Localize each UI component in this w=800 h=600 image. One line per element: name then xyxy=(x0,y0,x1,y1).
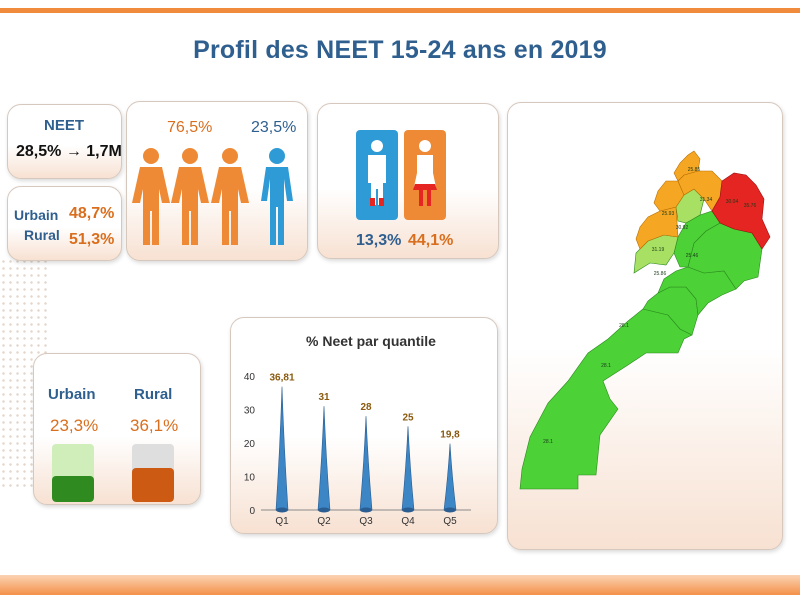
restroom-icons xyxy=(356,130,446,220)
map-region-tanger xyxy=(673,150,701,182)
gender-pictogram xyxy=(132,148,293,245)
page-title: Profil des NEET 15-24 ans en 2019 xyxy=(193,36,607,64)
quantile-chart: % Neet par quantile 0 10 20 30 40 36,81 Q1 31 Q2… xyxy=(244,333,471,527)
male-share-value: 23,5% xyxy=(251,119,297,136)
map-region-label: 25.46 xyxy=(686,253,699,259)
quantile-bar-base xyxy=(318,507,330,513)
quantile-bar xyxy=(317,406,331,511)
gender-split-card: 76,5% 23,5% xyxy=(126,101,308,261)
map-region-label: 31.19 xyxy=(652,247,665,253)
quantile-bar-base xyxy=(402,507,414,513)
y-tick-label: 20 xyxy=(244,439,256,450)
rural-share-value: 51,3% xyxy=(69,231,115,248)
rural-rate-label: Rural xyxy=(134,386,173,403)
rural-rate-gauge xyxy=(132,444,174,502)
quantile-value-label: 31 xyxy=(318,392,330,403)
quantile-bar xyxy=(275,386,289,511)
quantile-bar xyxy=(443,443,457,511)
map-region-label: 28.1 xyxy=(543,439,553,445)
quantile-bar xyxy=(401,426,415,511)
map-region-label: 30.04 xyxy=(726,199,739,205)
quantile-value-label: 28 xyxy=(360,402,372,413)
rural-rate-gauge-fill xyxy=(132,468,174,502)
y-tick-label: 10 xyxy=(244,473,256,484)
x-tick-label: Q2 xyxy=(317,516,331,527)
neet-total-value: 28,5% → 1,7M xyxy=(16,143,122,160)
x-tick-label: Q5 xyxy=(443,516,457,527)
map-region-label: 25.86 xyxy=(654,271,667,277)
map-region-oriental xyxy=(711,172,771,250)
neet-total-card: NEET 28,5% → 1,7M xyxy=(7,104,122,179)
bottom-accent-bar xyxy=(0,575,800,595)
quantile-bar-base xyxy=(360,507,372,513)
female-share-value: 76,5% xyxy=(167,119,213,136)
quantile-value-label: 19,8 xyxy=(440,430,460,441)
map-region-label: 30.92 xyxy=(676,225,689,231)
female-figure-icon xyxy=(171,148,209,245)
y-tick-label: 40 xyxy=(244,372,256,383)
y-tick-label: 30 xyxy=(244,406,256,417)
map-region-south xyxy=(519,308,693,490)
female-figure-icon xyxy=(132,148,170,245)
male-neet-rate-value: 13,3% xyxy=(356,232,402,249)
female-neet-rate-value: 44,1% xyxy=(408,232,454,249)
male-restroom-icon xyxy=(356,130,398,220)
quantile-bar xyxy=(359,416,373,511)
male-figure-icon xyxy=(261,148,293,245)
neet-label: NEET xyxy=(44,117,85,134)
urban-rate-label: Urbain xyxy=(48,386,96,403)
x-tick-label: Q1 xyxy=(275,516,289,527)
rural-label: Rural xyxy=(24,227,60,243)
quantile-chart-card: % Neet par quantile 0 10 20 30 40 36,81 Q1 31 Q2… xyxy=(230,317,498,534)
female-restroom-icon xyxy=(404,130,446,220)
map-region-souss xyxy=(657,266,737,316)
area-rate-card: Urbain Rural 23,3% 36,1% xyxy=(33,353,201,505)
morocco-regions-map: 25.85 31.34 30.04 35.76 25.93 30.92 31.19 25.46… xyxy=(519,150,771,490)
quantile-value-label: 25 xyxy=(402,412,414,423)
quantile-bar-base xyxy=(444,507,456,513)
quantile-bar-base xyxy=(276,507,288,513)
chart-title: % Neet par quantile xyxy=(306,333,436,349)
y-tick-label: 0 xyxy=(249,506,255,517)
map-region-label: 28.1 xyxy=(619,323,629,329)
female-figure-icon xyxy=(211,148,249,245)
map-region-label: 25.85 xyxy=(688,167,701,173)
map-region-label: 25.93 xyxy=(662,211,675,217)
map-region-label: 31.34 xyxy=(700,197,713,203)
rural-rate-value: 36,1% xyxy=(130,416,179,435)
quantile-value-label: 36,81 xyxy=(269,373,294,384)
area-split-card: Urbain 48,7% Rural 51,3% xyxy=(7,186,122,261)
map-region-rabat xyxy=(653,180,685,212)
map-region-label: 28.1 xyxy=(601,363,611,369)
urban-rate-gauge xyxy=(52,444,94,502)
urban-share-value: 48,7% xyxy=(69,205,115,222)
urban-rate-value: 23,3% xyxy=(50,416,99,435)
x-tick-label: Q3 xyxy=(359,516,373,527)
map-region-label: 35.76 xyxy=(744,203,757,209)
urban-label: Urbain xyxy=(14,207,59,223)
map-card: 25.85 31.34 30.04 35.76 25.93 30.92 31.19 25.46… xyxy=(507,102,783,550)
top-accent-bar xyxy=(0,8,800,13)
gender-rate-card: 13,3% 44,1% xyxy=(317,103,499,259)
x-tick-label: Q4 xyxy=(401,516,415,527)
urban-rate-gauge-fill xyxy=(52,475,94,502)
